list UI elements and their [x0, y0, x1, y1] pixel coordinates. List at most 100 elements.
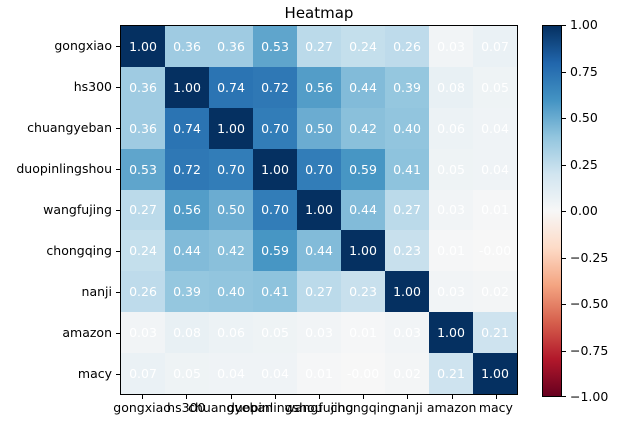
heatmap-cell: 0.04: [473, 148, 517, 190]
y-tick-mark: [116, 292, 120, 294]
heatmap-cell: 0.70: [253, 107, 297, 149]
heatmap-cell: 0.02: [385, 353, 429, 394]
heatmap-cell: 0.44: [297, 230, 341, 272]
heatmap-cell: 0.05: [429, 148, 473, 190]
heatmap-cell: 0.26: [385, 26, 429, 67]
heatmap-cell: 0.08: [429, 66, 473, 108]
heatmap-cell: 0.21: [473, 312, 517, 354]
heatmap-cell: 0.36: [121, 66, 165, 108]
heatmap-cell: 0.74: [165, 107, 209, 149]
heatmap-cell: 0.24: [121, 230, 165, 272]
heatmap-cell: 1.00: [429, 312, 473, 354]
heatmap-cell: 0.39: [165, 271, 209, 313]
y-tick-label: chongqing: [46, 243, 112, 259]
y-tick-mark: [116, 210, 120, 211]
x-tick-label: chongqing: [330, 400, 397, 415]
heatmap-cell: 1.00: [341, 230, 385, 272]
x-tick-label: wangfujing: [284, 400, 354, 415]
heatmap-cell: 0.36: [165, 26, 209, 67]
heatmap-cell: 0.70: [209, 148, 253, 190]
heatmap-cell: 0.06: [209, 312, 253, 354]
y-tick-mark: [116, 45, 120, 47]
heatmap-cell: 0.72: [165, 148, 209, 190]
heatmap-cell: 0.44: [165, 230, 209, 272]
colorbar-tick-mark: [562, 257, 566, 259]
heatmap-cell: 0.07: [121, 353, 165, 394]
heatmap-cell: 0.41: [253, 271, 297, 313]
heatmap-cell: 0.23: [341, 271, 385, 313]
heatmap-cell: 0.08: [165, 312, 209, 354]
colorbar-tick-label: −0.25: [570, 249, 609, 265]
heatmap-cell: 0.56: [165, 189, 209, 231]
colorbar-tick-mark: [562, 396, 566, 397]
x-tick-mark: [142, 395, 144, 399]
y-tick-label: nanji: [81, 284, 112, 300]
heatmap-cell: 0.07: [473, 26, 517, 67]
x-tick-label: nanji: [392, 400, 423, 415]
heatmap-cell: 1.00: [385, 271, 429, 313]
colorbar-tick-mark: [562, 25, 566, 26]
heatmap-cell: 1.00: [121, 26, 165, 67]
y-tick-label: duopinlingshou: [16, 160, 112, 176]
heatmap-cell: 0.04: [473, 107, 517, 149]
y-tick-mark: [116, 168, 120, 170]
heatmap-cell: -0.00: [341, 353, 385, 394]
heatmap-cell: 0.50: [297, 107, 341, 149]
heatmap-cell: 0.27: [297, 271, 341, 313]
colorbar-tick-label: −0.50: [570, 296, 609, 311]
x-tick-mark: [274, 395, 276, 399]
y-tick-label: chuangyeban: [27, 119, 112, 135]
colorbar-tick-mark: [562, 304, 566, 305]
heatmap-cell: 0.40: [385, 107, 429, 149]
colorbar-tick-label: −0.75: [570, 342, 609, 358]
heatmap-cell: 0.26: [121, 271, 165, 313]
heatmap-cell: 0.59: [253, 230, 297, 272]
y-tick-mark: [116, 374, 120, 376]
heatmap-cell: -0.00: [473, 230, 517, 272]
heatmap-cell: 0.05: [473, 66, 517, 108]
heatmap-cell: 0.03: [429, 271, 473, 313]
heatmap-cell: 0.27: [385, 189, 429, 231]
heatmap-cell: 1.00: [473, 353, 517, 394]
y-tick-label: gongxiao: [54, 37, 112, 53]
heatmap-cell: 0.42: [341, 107, 385, 149]
heatmap-cell: 0.72: [253, 66, 297, 108]
colorbar-tick-label: 0.25: [570, 156, 598, 172]
heatmap-cell: 0.23: [385, 230, 429, 272]
heatmap-cell: 0.01: [341, 312, 385, 354]
heatmap-cell: 0.70: [253, 189, 297, 231]
heatmap-cell: 0.27: [297, 26, 341, 67]
colorbar-tick-mark: [562, 350, 566, 352]
heatmap-cell: 0.53: [253, 26, 297, 67]
heatmap-cell: 0.01: [297, 353, 341, 394]
colorbar-tick-label: 0.00: [570, 203, 598, 218]
x-tick-label: amazon: [426, 400, 477, 415]
heatmap-cell: 1.00: [165, 66, 209, 108]
heatmap-cell: 0.50: [209, 189, 253, 231]
colorbar-tick-label: 1.00: [570, 17, 598, 32]
x-tick-mark: [363, 395, 365, 399]
heatmap-cell: 0.36: [121, 107, 165, 149]
x-tick-mark: [186, 395, 188, 399]
x-tick-mark: [495, 395, 497, 399]
heatmap-cell: 0.04: [253, 353, 297, 394]
heatmap-cell: 0.04: [209, 353, 253, 394]
heatmap-cell: 1.00: [297, 189, 341, 231]
heatmap-cell: 0.27: [121, 189, 165, 231]
heatmap-cell: 0.05: [253, 312, 297, 354]
x-tick-mark: [230, 395, 232, 399]
colorbar: [542, 25, 562, 397]
heatmap-cell: 0.01: [473, 189, 517, 231]
colorbar-tick-label: 0.50: [570, 110, 598, 125]
y-tick-mark: [116, 333, 120, 335]
heatmap-cell: 0.03: [429, 189, 473, 231]
y-tick-label: hs300: [73, 78, 112, 94]
colorbar-tick-mark: [562, 164, 566, 166]
y-tick-label: macy: [77, 366, 112, 382]
x-tick-label: duopinlingshou: [226, 400, 323, 415]
x-tick-label: hs300: [167, 400, 206, 415]
x-tick-label: chuangyeban: [188, 400, 273, 415]
heatmap-cell: 0.03: [121, 312, 165, 354]
heatmap-cell: 0.40: [209, 271, 253, 313]
